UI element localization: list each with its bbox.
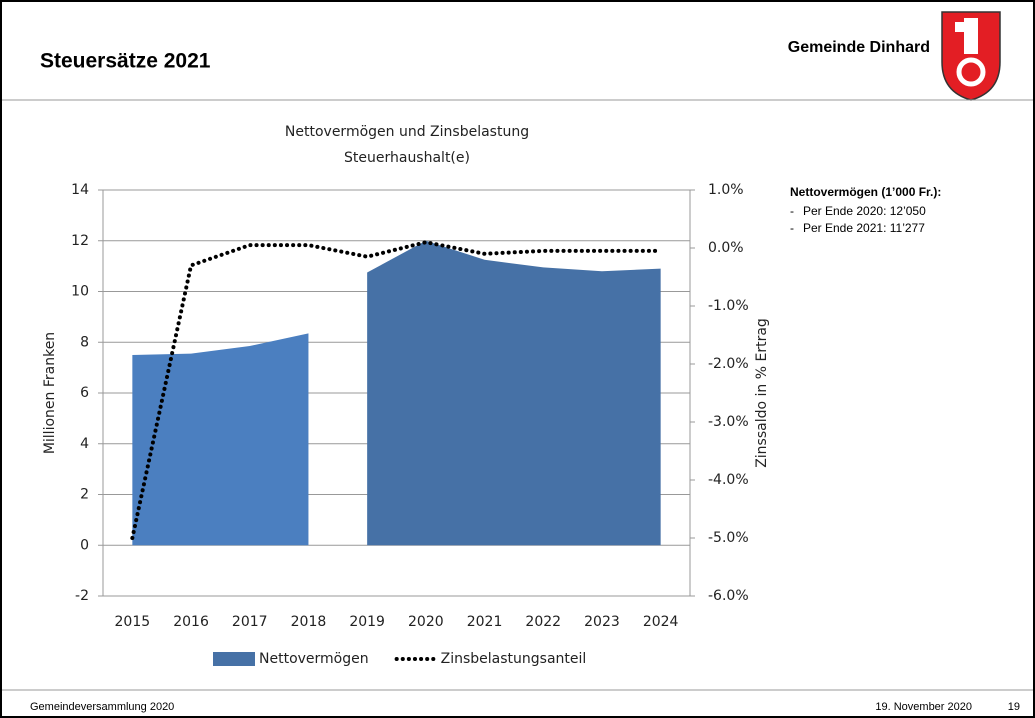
chart-title: Nettovermögen und Zinsbelastung [285, 124, 529, 140]
y-tick-label: 4 [80, 436, 89, 452]
chart-subtitle: Steuerhaushalt(e) [344, 150, 470, 166]
x-tick-label: 2018 [291, 614, 327, 630]
y-tick-label: 10 [71, 284, 89, 300]
x-tick-label: 2019 [349, 614, 385, 630]
footer-date: 19. November 2020 [875, 701, 972, 713]
x-tick-label: 2024 [643, 614, 679, 630]
organization: Gemeinde Dinhard [788, 39, 930, 56]
x-tick-label: 2022 [525, 614, 561, 630]
x-tick-label: 2021 [467, 614, 503, 630]
area [132, 333, 309, 546]
line [130, 240, 663, 540]
area [367, 240, 661, 546]
legend-label: Nettovermögen [259, 651, 369, 667]
x-tick-label: 2016 [173, 614, 209, 630]
y2-tick-label: 0.0% [708, 240, 744, 256]
y-tick-label: -2 [75, 588, 89, 604]
y2-tick-label: -3.0% [708, 414, 749, 430]
y2-tick-label: -5.0% [708, 530, 749, 546]
y-tick-label: 8 [80, 334, 89, 350]
y2-tick-label: 1.0% [708, 182, 744, 198]
x-tick-label: 2015 [115, 614, 151, 630]
y-axis-label: Millionen Franken [42, 332, 58, 454]
y-tick-label: 12 [71, 233, 89, 249]
notes-title: Nettovermögen (1’000 Fr.): [790, 185, 941, 199]
x-tick-label: 2017 [232, 614, 268, 630]
y-tick-label: 14 [71, 182, 89, 198]
page-number: 19 [1008, 701, 1020, 713]
y-tick-label: 2 [80, 487, 89, 503]
y2-tick-label: -4.0% [708, 472, 749, 488]
notes-bullet: - [790, 221, 794, 235]
footer-left: Gemeindeversammlung 2020 [30, 701, 174, 713]
y2-tick-label: -1.0% [708, 298, 749, 314]
legend-swatch [213, 652, 255, 666]
y2-axis-label: Zinssaldo in % Ertrag [754, 318, 770, 468]
notes-item: Per Ende 2021: 11’277 [803, 221, 925, 235]
y-tick-label: 6 [80, 385, 89, 401]
notes-item: Per Ende 2020: 12’050 [803, 204, 926, 218]
legend-label: Zinsbelastungsanteil [441, 651, 587, 667]
notes-bullet: - [790, 204, 794, 218]
y-tick-label: 0 [80, 537, 89, 553]
coat-of-arms [941, 11, 1001, 101]
x-tick-label: 2020 [408, 614, 444, 630]
y2-tick-label: -2.0% [708, 356, 749, 372]
slide-title: Steuersätze 2021 [40, 50, 211, 73]
x-tick-label: 2023 [584, 614, 620, 630]
y2-tick-label: -6.0% [708, 588, 749, 604]
